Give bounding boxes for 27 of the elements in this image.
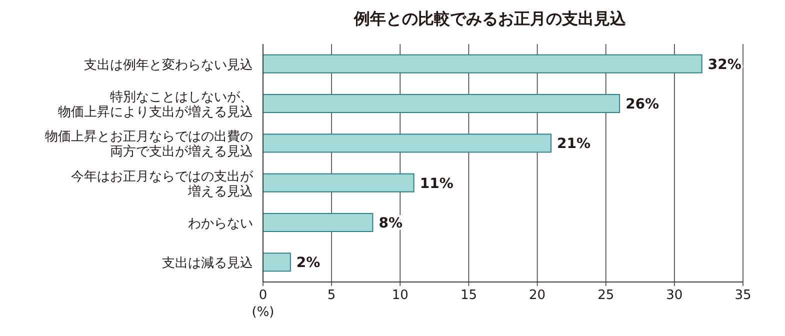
x-tick-label: 10: [392, 288, 408, 303]
x-tick-label: 5: [327, 288, 336, 303]
y-tick-label: 支出は減る見込: [162, 256, 253, 272]
x-tick-label: 0: [258, 288, 268, 303]
bar: [262, 252, 291, 272]
y-tick-label: 物価上昇とお正月ならではの出費の両方で支出が増える見込: [45, 130, 253, 160]
y-tick-label: 支出は例年と変わらない見込: [84, 56, 253, 73]
data-label: 32%: [708, 56, 742, 73]
bar: [262, 54, 702, 74]
data-label: 2%: [296, 255, 320, 272]
data-label: 26%: [626, 96, 660, 112]
bar: [262, 213, 374, 232]
data-label: 21%: [557, 136, 591, 152]
bar: [262, 173, 414, 192]
y-tick-label: わからない: [188, 216, 253, 232]
x-tick-label: 15: [460, 288, 477, 303]
chart-title: 例年との比較でみるお正月の支出見込: [353, 9, 627, 28]
x-axis-title: (%): [252, 305, 274, 320]
bar: [262, 134, 552, 153]
x-tick-label: 35: [734, 288, 752, 303]
x-tick-label: 30: [666, 288, 683, 303]
y-tick-label: 今年はお正月ならではの支出が増える見込: [71, 169, 254, 200]
x-tick-label: 25: [598, 288, 614, 303]
data-label: 11%: [420, 176, 454, 192]
bar: [262, 94, 620, 113]
y-tick-label: 特別なことはしないが、物価上昇により支出が増える見込: [58, 90, 253, 120]
x-tick-label: 20: [529, 288, 546, 303]
